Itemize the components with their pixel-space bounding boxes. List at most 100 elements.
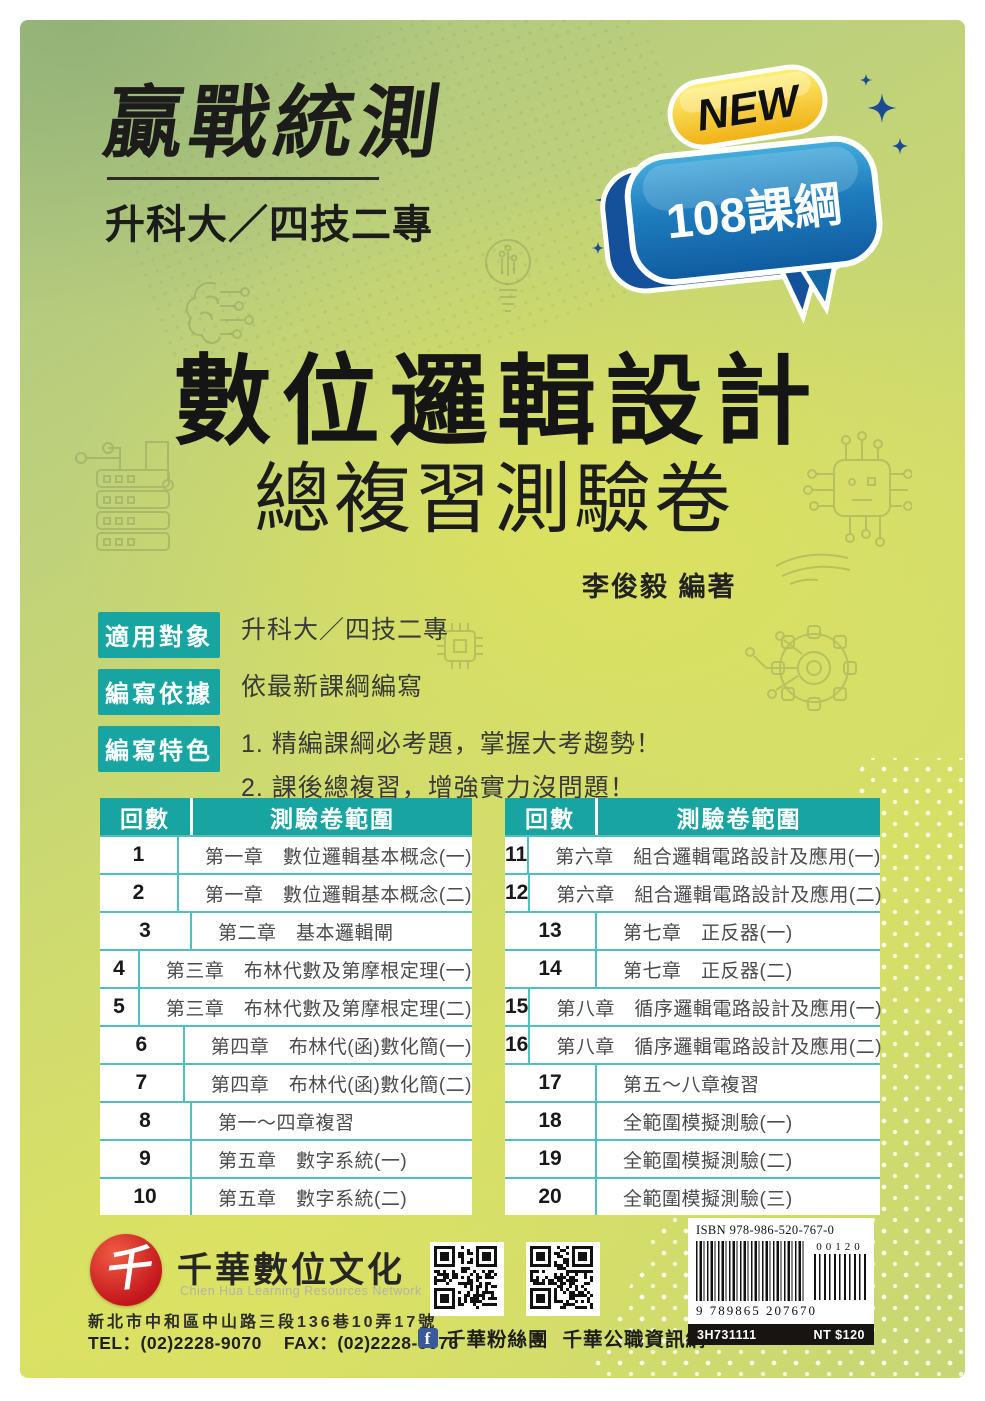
round-no: 6 (100, 1027, 185, 1063)
publisher-name: 千華數位文化 (177, 1251, 406, 1290)
series-block: 贏戰統測 升科大／四技二專 (99, 78, 452, 250)
chip-robot-icon (803, 431, 912, 547)
header-round: 回數 (100, 798, 193, 835)
range-text: 第三章 布林代數及第摩根定理(二) (165, 998, 472, 1020)
round-no: 14 (505, 951, 597, 987)
round-no: 18 (505, 1103, 597, 1139)
facebook-icon: f (418, 1327, 438, 1348)
table-row: 16 第八章 循序邏輯電路設計及應用(二) (505, 1025, 883, 1063)
range-text: 第五章 數字系統(一) (218, 1150, 408, 1172)
info-value: 升科大／四技二專 (241, 616, 450, 644)
book-cover: 贏戰統測 升科大／四技二專 108課綱 (20, 20, 965, 1378)
table-row: 11 第六章 組合邏輯電路設計及應用(一) (505, 835, 880, 873)
new-pill: NEW (667, 64, 828, 150)
round-no: 2 (100, 875, 179, 911)
table-header: 回數 測驗卷範圍 (505, 798, 880, 835)
test-range-table-right: 回數 測驗卷範圍 11 第六章 組合邏輯電路設計及應用(一) 12 第六章 組合邏輯… (505, 798, 883, 1215)
book-subtitle: 總複習測驗卷 (254, 457, 734, 543)
info-label: 編寫依據 (98, 669, 220, 715)
table-row: 14 第七章 正反器(二) (505, 949, 880, 987)
info-row-basis: 編寫依據 依最新課綱編寫 (98, 669, 662, 715)
round-no: 5 (100, 989, 140, 1025)
qr-code-website-icon (526, 1242, 600, 1316)
website-label: 千華公職資訊網 (562, 1329, 707, 1351)
range-text: 第七章 正反器(一) (623, 922, 793, 944)
range-text: 第八章 循序邏輯電路設計及應用(一) (556, 998, 883, 1020)
table-row: 20 全範圍模擬測驗(三) (505, 1177, 880, 1215)
round-no: 12 (505, 875, 531, 911)
feature-line-1: 1. 精編課綱必考題，掌握大考趨勢！ (241, 730, 662, 758)
fax: FAX：(02)2228-9076 (283, 1333, 459, 1353)
table-row: 12 第六章 組合邏輯電路設計及應用(二) (505, 873, 883, 911)
range-text: 第六章 組合邏輯電路設計及應用(二) (556, 884, 883, 906)
round-no: 4 (100, 951, 140, 987)
light-bulb-icon (485, 239, 531, 312)
range-text: 第五章 數字系統(二) (218, 1188, 408, 1210)
logo-glyph: 千 (100, 1241, 152, 1298)
range-text: 第三章 布林代數及第摩根定理(一) (165, 960, 472, 982)
range-text: 第四章 布林代(函)數化簡(二) (210, 1074, 472, 1096)
info-row-features: 編寫特色 1. 精編課綱必考題，掌握大考趨勢！ 2. 課後總複習，增強實力沒問題… (98, 726, 662, 807)
series-divider (107, 176, 379, 180)
table-row: 3 第二章 基本邏輯閘 (100, 911, 472, 949)
info-section: 適用對象 升科大／四技二專 編寫依據 依最新課綱編寫 編寫特色 1. 精編課綱必… (98, 612, 662, 818)
facebook-label: 千華粉絲團 (446, 1329, 549, 1351)
round-no: 9 (100, 1141, 192, 1177)
round-no: 15 (505, 989, 531, 1025)
qr-captions: f 千華粉絲團 千華公職資訊網 (418, 1323, 706, 1352)
table-row: 5 第三章 布林代數及第摩根定理(二) (100, 987, 472, 1025)
round-no: 17 (505, 1065, 597, 1101)
range-text: 第四章 布林代(函)數化簡(一) (210, 1036, 472, 1058)
publisher-logo-icon: 千 (90, 1234, 162, 1306)
range-text: 第一章 數位邏輯基本概念(二) (204, 884, 472, 906)
table-row: 15 第八章 循序邏輯電路設計及應用(一) (505, 987, 883, 1025)
publisher-address: 新北市中和區中山路三段136巷10弄17號 (88, 1314, 438, 1331)
range-text: 全範圍模擬測驗(一) (623, 1112, 793, 1134)
range-text: 全範圍模擬測驗(二) (623, 1150, 793, 1172)
brain-circuit-icon (185, 282, 254, 344)
round-no: 7 (100, 1065, 185, 1101)
table-row: 1 第一章 數位邏輯基本概念(一) (100, 835, 472, 873)
test-range-table-left: 回數 測驗卷範圍 1 第一章 數位邏輯基本概念(一) 2 第一章 數位邏輯基本概念(… (100, 798, 472, 1215)
info-label: 編寫特色 (98, 726, 220, 772)
addon-digits: 00120 (816, 1241, 864, 1253)
author: 李俊毅 編著 (582, 572, 737, 602)
table-row: 7 第四章 布林代(函)數化簡(二) (100, 1063, 472, 1101)
info-value: 1. 精編課綱必考題，掌握大考趨勢！ 2. 課後總複習，增強實力沒問題！ (241, 726, 662, 807)
header-round: 回數 (505, 798, 598, 835)
ean-barcode-icon (696, 1241, 804, 1301)
series-subtitle: 升科大／四技二專 (105, 202, 433, 247)
range-text: 全範圍模擬測驗(三) (623, 1188, 793, 1210)
ean-digits: 9 789865 207670 (696, 1303, 817, 1318)
round-no: 3 (100, 913, 192, 949)
speech-bubble: 108課綱 (600, 135, 883, 324)
table-row: 10 第五章 數字系統(二) (100, 1177, 472, 1215)
range-text: 第五～八章複習 (623, 1074, 760, 1096)
range-text: 第二章 基本邏輯閘 (218, 922, 394, 944)
price-strip: 3H731111 NT $120 (688, 1324, 874, 1345)
table-row: 18 全範圍模擬測驗(一) (505, 1101, 880, 1139)
range-text: 第六章 組合邏輯電路設計及應用(一) (555, 846, 881, 868)
range-text: 第一～四章複習 (218, 1112, 355, 1134)
table-row: 6 第四章 布林代(函)數化簡(一) (100, 1025, 472, 1063)
feature-line-2: 2. 課後總複習，增強實力沒問題！ (241, 774, 636, 802)
qr-code-facebook-icon (430, 1242, 504, 1316)
info-value: 依最新課綱編寫 (241, 673, 424, 701)
round-no: 16 (505, 1027, 531, 1063)
table-row: 13 第七章 正反器(一) (505, 911, 880, 949)
table-row: 19 全範圍模擬測驗(二) (505, 1139, 880, 1177)
product-code: 3H731111 (697, 1327, 757, 1342)
series-title: 贏戰統測 (98, 78, 452, 167)
swoosh-lines-icon (775, 553, 851, 585)
publisher-name-en: Chien Hua Learning Resources Network (180, 1284, 422, 1298)
publisher-contact: TEL：(02)2228-9070 FAX：(02)2228-9076 (88, 1330, 481, 1355)
range-text: 第八章 循序邏輯電路設計及應用(二) (556, 1036, 883, 1058)
cpu-chip-icon (437, 623, 483, 669)
round-no: 13 (505, 913, 597, 949)
round-no: 20 (505, 1179, 597, 1215)
addon-barcode-icon (814, 1254, 866, 1300)
isbn-text: ISBN 978-986-520-767-0 (696, 1223, 835, 1237)
gear-circuit-icon (745, 625, 857, 711)
tel: TEL：(02)2228-9070 (88, 1333, 262, 1353)
